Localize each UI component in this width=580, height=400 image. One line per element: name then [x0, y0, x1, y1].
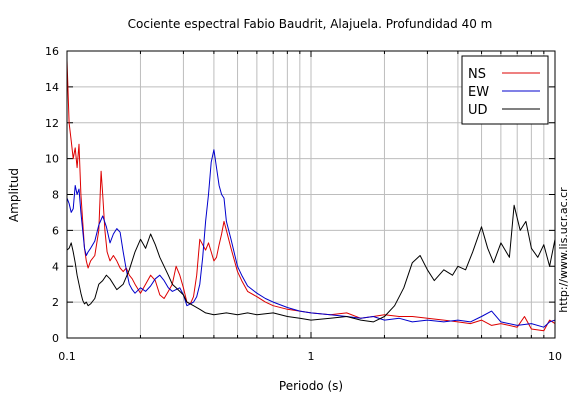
- y-tick-label: 2: [52, 296, 59, 309]
- legend-box: [461, 55, 549, 125]
- legend-label-ew: EW: [468, 85, 489, 100]
- y-tick-label: 10: [45, 153, 59, 166]
- legend-label-ns: NS: [468, 67, 486, 82]
- y-tick-label: 14: [45, 81, 59, 94]
- series-line-ud: [66, 204, 556, 323]
- legend: NS EW UD: [461, 55, 549, 125]
- plot-frame: [66, 50, 556, 339]
- source-url-text: http://www.lis.ucr.ac.cr: [557, 187, 570, 313]
- y-tick-label: 0: [52, 332, 59, 345]
- y-tick-label: 4: [52, 260, 59, 273]
- x-tick-label: 0.1: [58, 350, 76, 363]
- series-lines: [66, 59, 556, 332]
- x-axis-label: Periodo (s): [279, 379, 343, 393]
- y-axis-label: Amplitud: [7, 168, 21, 222]
- chart-title: Cociente espectral Fabio Baudrit, Alajue…: [128, 17, 493, 31]
- y-tick-label: 12: [45, 117, 59, 130]
- tick-labels: 0 2 4 6 8 10 12 14 16 0.1 1 10: [45, 45, 562, 363]
- x-tick-label: 10: [548, 350, 562, 363]
- series-line-ew: [66, 149, 556, 328]
- x-tick-label: 1: [308, 350, 315, 363]
- series-line-ns: [66, 59, 556, 332]
- y-tick-label: 6: [52, 224, 59, 237]
- y-tick-label: 16: [45, 45, 59, 58]
- y-tick-label: 8: [52, 189, 59, 202]
- legend-label-ud: UD: [468, 103, 488, 118]
